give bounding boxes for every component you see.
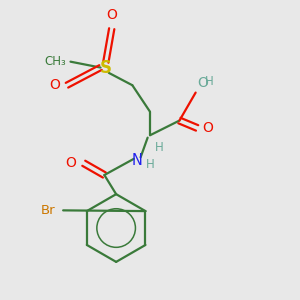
Text: H: H (205, 75, 214, 88)
Text: O: O (202, 121, 213, 135)
Text: S: S (100, 58, 112, 76)
Text: Br: Br (41, 204, 56, 217)
Text: H: H (146, 158, 155, 171)
Text: O: O (197, 76, 208, 90)
Text: CH₃: CH₃ (44, 55, 66, 68)
Text: N: N (131, 153, 142, 168)
Text: H: H (155, 141, 164, 154)
Text: O: O (65, 156, 76, 170)
Text: O: O (49, 78, 60, 92)
Text: O: O (106, 8, 117, 22)
